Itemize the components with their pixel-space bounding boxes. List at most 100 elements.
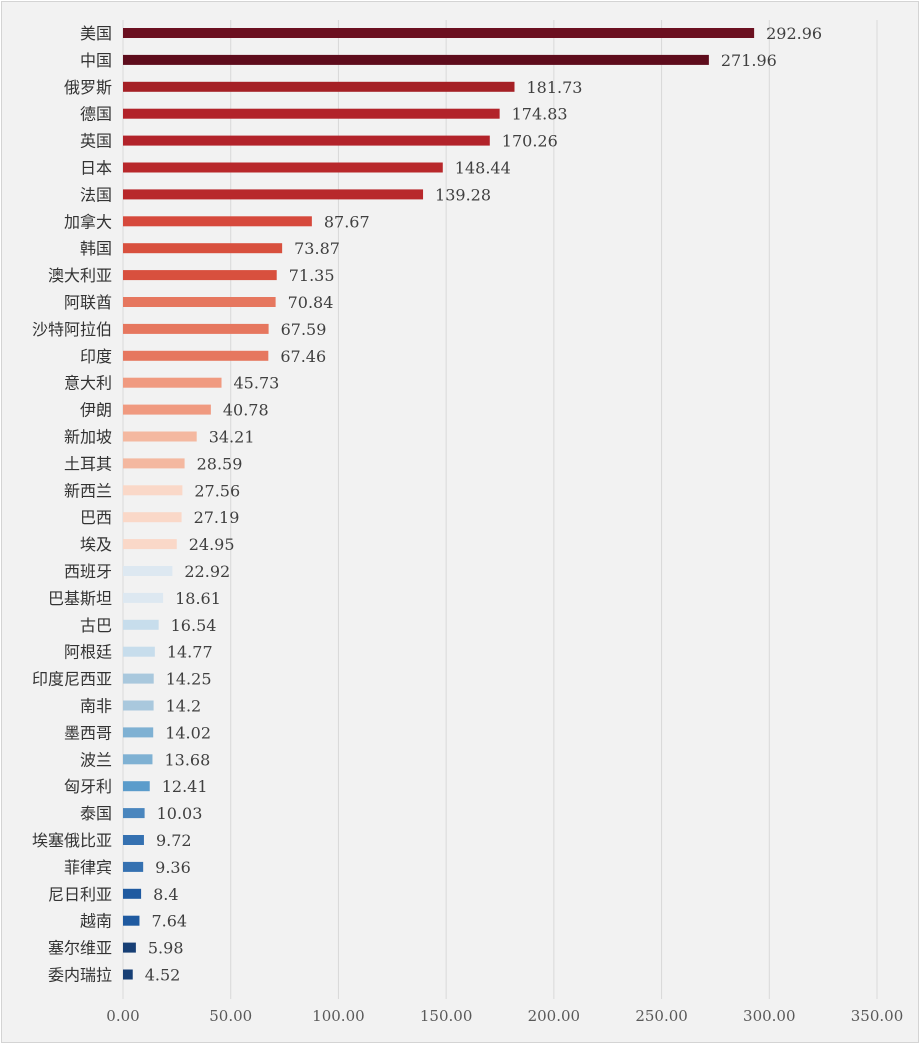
bar <box>123 189 424 200</box>
bar <box>123 942 136 953</box>
category-label: 波兰 <box>80 750 112 769</box>
category-label: 法国 <box>80 185 112 204</box>
bar <box>123 270 277 281</box>
value-label: 12.41 <box>162 777 208 796</box>
value-label: 14.02 <box>165 723 211 742</box>
x-tick-label: 100.00 <box>312 1007 365 1025</box>
bar <box>123 861 144 872</box>
bar <box>123 431 197 442</box>
bar <box>123 297 276 307</box>
value-label: 181.73 <box>526 78 582 97</box>
bar <box>123 835 144 845</box>
x-tick-label: 150.00 <box>420 1007 473 1025</box>
category-label: 越南 <box>80 912 112 931</box>
value-label: 28.59 <box>197 454 243 473</box>
bar <box>123 512 182 523</box>
category-label: 韩国 <box>80 239 112 258</box>
category-label: 日本 <box>80 159 112 178</box>
value-label: 67.46 <box>280 347 326 366</box>
category-label: 巴基斯坦 <box>48 589 112 608</box>
bar <box>123 485 183 496</box>
category-label: 西班牙 <box>64 562 112 581</box>
x-tick-label: 0.00 <box>106 1007 139 1025</box>
value-label: 292.96 <box>766 24 822 43</box>
category-label: 阿联酋 <box>64 293 112 312</box>
value-label: 14.77 <box>167 643 213 662</box>
value-label: 73.87 <box>294 239 340 258</box>
value-label: 18.61 <box>175 589 221 608</box>
value-label: 24.95 <box>189 535 235 554</box>
category-label: 尼日利亚 <box>48 885 112 904</box>
value-label: 14.2 <box>166 697 202 716</box>
bar <box>123 754 153 765</box>
value-label: 45.73 <box>234 374 280 393</box>
category-labels: 美国中国俄罗斯德国英国日本法国加拿大韩国澳大利亚阿联酋沙特阿拉伯印度意大利伊朗新… <box>32 24 112 985</box>
category-label: 新加坡 <box>64 428 112 447</box>
bar <box>123 323 269 334</box>
category-label: 加拿大 <box>64 212 112 231</box>
category-label: 伊朗 <box>80 401 112 420</box>
value-label: 5.98 <box>148 939 184 958</box>
bar <box>123 162 443 173</box>
value-label: 71.35 <box>289 266 335 285</box>
category-label: 巴西 <box>80 508 112 527</box>
value-label: 4.52 <box>145 966 181 985</box>
bar <box>123 808 145 819</box>
value-label: 7.64 <box>151 912 187 931</box>
value-label: 27.19 <box>194 508 240 527</box>
bar <box>123 673 154 684</box>
bar <box>123 216 312 227</box>
category-label: 中国 <box>80 51 112 70</box>
category-label: 意大利 <box>64 374 112 393</box>
x-tick-label: 50.00 <box>209 1007 252 1025</box>
bar <box>123 700 154 711</box>
value-label: 10.03 <box>157 804 203 823</box>
category-label: 委内瑞拉 <box>48 966 112 985</box>
category-label: 埃及 <box>80 535 112 554</box>
bar <box>123 350 269 361</box>
category-label: 德国 <box>80 105 112 124</box>
value-label: 13.68 <box>164 750 210 769</box>
category-label: 新西兰 <box>64 481 112 500</box>
value-label: 22.92 <box>184 562 230 581</box>
bar <box>123 108 500 119</box>
value-label: 34.21 <box>209 428 255 447</box>
bar <box>123 619 159 630</box>
category-label: 印度 <box>80 347 112 366</box>
value-label: 271.96 <box>721 51 777 70</box>
value-label: 148.44 <box>455 159 511 178</box>
bar <box>123 404 211 415</box>
bar <box>123 135 490 146</box>
gridlines <box>122 20 878 999</box>
category-label: 沙特阿拉伯 <box>32 320 112 339</box>
bar <box>123 781 150 792</box>
x-tick-label: 300.00 <box>743 1007 796 1025</box>
category-label: 古巴 <box>80 616 112 635</box>
x-tick-label: 250.00 <box>635 1007 688 1025</box>
value-label: 87.67 <box>324 212 370 231</box>
value-label: 14.25 <box>166 670 212 689</box>
bar <box>123 566 173 576</box>
value-label: 27.56 <box>194 481 240 500</box>
bar <box>123 969 133 980</box>
x-axis-ticks: 0.00 50.00 100.00 150.00 200.00 250.00 300.00 3… <box>106 1007 903 1025</box>
category-label: 墨西哥 <box>64 723 112 742</box>
category-label: 菲律宾 <box>64 858 112 877</box>
bar <box>123 458 185 469</box>
bars <box>123 28 755 980</box>
category-label: 泰国 <box>80 804 112 823</box>
category-label: 埃塞俄比亚 <box>32 831 112 850</box>
value-label: 67.59 <box>281 320 327 339</box>
value-label: 8.4 <box>153 885 178 904</box>
bar <box>123 727 154 738</box>
bar <box>123 646 155 657</box>
category-label: 俄罗斯 <box>64 78 112 97</box>
value-label: 70.84 <box>288 293 334 312</box>
bar <box>123 81 515 92</box>
bar <box>123 54 709 65</box>
category-label: 印度尼西亚 <box>32 670 112 689</box>
bar <box>123 28 755 38</box>
bar <box>123 888 142 899</box>
